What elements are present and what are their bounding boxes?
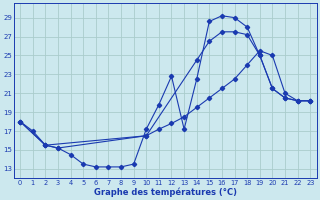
X-axis label: Graphe des températures (°C): Graphe des températures (°C) bbox=[94, 187, 237, 197]
